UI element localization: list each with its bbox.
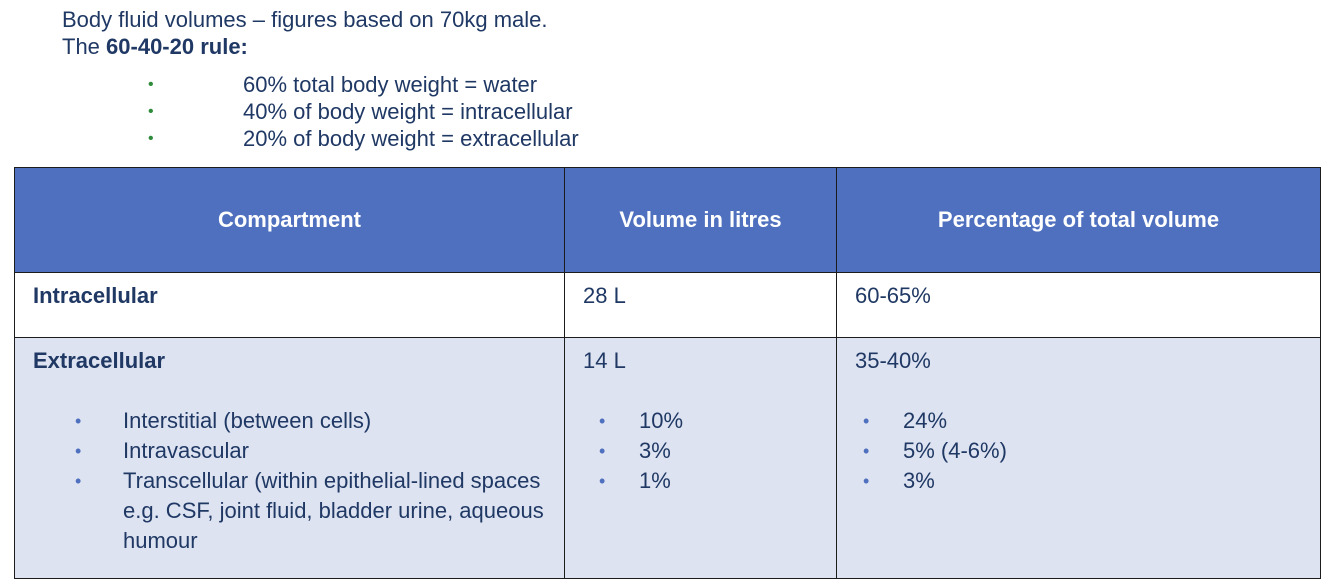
rule-item: • 40% of body weight = intracellular <box>148 99 573 124</box>
rule-item: • 60% total body weight = water <box>148 72 538 97</box>
list-item: • 5% (4-6%) <box>855 436 1302 466</box>
intro-line-2: The 60-40-20 rule: <box>62 34 248 59</box>
cell-compartment: Extracellular • Interstitial (between cel… <box>14 337 565 579</box>
header-percentage: Percentage of total volume <box>836 167 1321 273</box>
fluid-volume-table: Compartment Volume in litres Percentage … <box>14 167 1321 579</box>
header-compartment: Compartment <box>14 167 565 273</box>
header-volume: Volume in litres <box>564 167 837 273</box>
table-row: Intracellular 28 L 60-65% <box>14 272 1321 338</box>
table-header-row: Compartment Volume in litres Percentage … <box>14 167 1321 273</box>
table-row: Extracellular • Interstitial (between cel… <box>14 337 1321 579</box>
list-item: • 24% <box>855 406 1302 436</box>
list-item: • Intravascular <box>33 436 546 466</box>
list-item: • 3% <box>855 466 1302 496</box>
intro-line-1: Body fluid volumes – figures based on 70… <box>62 7 548 32</box>
bullet-icon: • <box>599 441 606 461</box>
rule-name: 60-40-20 rule: <box>106 34 248 59</box>
bullet-icon: • <box>863 441 870 461</box>
bullet-icon: • <box>75 411 82 431</box>
list-item: • 3% <box>583 436 818 466</box>
bullet-icon: • <box>148 130 154 147</box>
bullet-icon: • <box>75 471 82 491</box>
cell-compartment: Intracellular <box>14 272 565 338</box>
list-item: • 1% <box>583 466 818 496</box>
cell-volume: 14 L • 10% • 3% • 1% <box>564 337 837 579</box>
bullet-icon: • <box>75 441 82 461</box>
rule-list: • 60% total body weight = water • 40% of b… <box>148 71 579 152</box>
rule-item: • 20% of body weight = extracellular <box>148 126 579 151</box>
cell-percentage: 60-65% <box>836 272 1321 338</box>
bullet-icon: • <box>148 76 154 93</box>
sub-volume-list: • 10% • 3% • 1% <box>583 406 818 496</box>
bullet-icon: • <box>148 103 154 120</box>
list-item: • 10% <box>583 406 818 436</box>
intro-text: Body fluid volumes – figures based on 70… <box>62 6 548 60</box>
sub-compartment-list: • Interstitial (between cells) • Intravasc… <box>33 406 546 556</box>
cell-percentage: 35-40% • 24% • 5% (4-6%) • 3% <box>836 337 1321 579</box>
bullet-icon: • <box>863 411 870 431</box>
bullet-icon: • <box>599 471 606 491</box>
sub-percentage-list: • 24% • 5% (4-6%) • 3% <box>855 406 1302 496</box>
bullet-icon: • <box>863 471 870 491</box>
list-item: • Transcellular (within epithelial-lined … <box>75 468 544 553</box>
cell-volume: 28 L <box>564 272 837 338</box>
list-item: • Interstitial (between cells) <box>33 406 546 436</box>
bullet-icon: • <box>599 411 606 431</box>
